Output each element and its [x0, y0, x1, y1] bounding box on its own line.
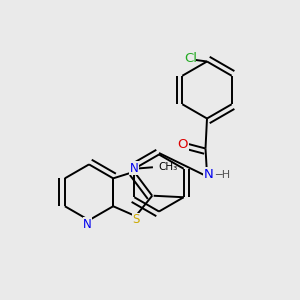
Text: S: S — [133, 213, 140, 226]
Text: N: N — [130, 162, 139, 175]
Text: N: N — [204, 167, 213, 181]
Text: CH₃: CH₃ — [158, 162, 178, 172]
Text: Cl: Cl — [184, 52, 197, 65]
Text: O: O — [178, 137, 188, 151]
Text: N: N — [83, 218, 92, 231]
Text: ─H: ─H — [215, 170, 230, 180]
